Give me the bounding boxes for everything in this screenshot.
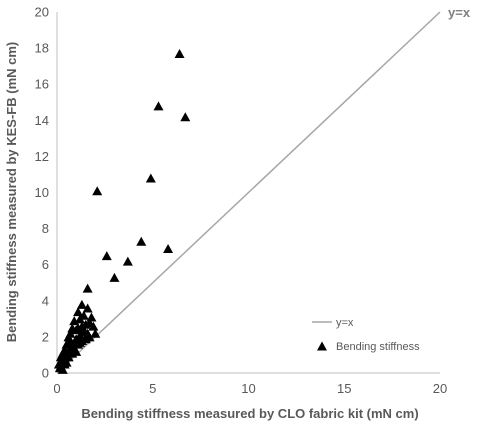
y-tick-label: 14: [35, 113, 49, 128]
y-axis-title: Bending stiffness measured by KES-FB (mN…: [4, 42, 19, 343]
x-tick-label: 15: [337, 381, 351, 396]
data-point: [63, 352, 74, 362]
y-tick-label: 8: [42, 221, 49, 236]
y-tick-label: 0: [42, 366, 49, 381]
data-point: [86, 312, 97, 322]
y-tick-label: 2: [42, 329, 49, 344]
data-point: [73, 323, 84, 333]
data-point: [101, 251, 112, 261]
y-tick-label: 12: [35, 149, 49, 164]
legend-label-points: Bending stiffness: [336, 341, 420, 353]
annotation-label: y=x: [448, 5, 471, 20]
y-tick-label: 10: [35, 185, 49, 200]
y-tick-label: 16: [35, 77, 49, 92]
annotations: y=x: [448, 5, 471, 20]
y-tick-label: 20: [35, 5, 49, 20]
y-tick-label: 4: [42, 293, 49, 308]
x-tick-label: 5: [149, 381, 156, 396]
data-point: [122, 256, 133, 266]
x-tick-labels: 0 5 10 15 20: [53, 381, 447, 396]
data-point: [88, 321, 99, 331]
axes: [56, 12, 440, 374]
x-axis-title: Bending stiffness measured by CLO fabric…: [81, 406, 418, 421]
data-point: [78, 325, 89, 335]
data-point: [73, 307, 84, 317]
data-point: [92, 186, 103, 196]
y-tick-label: 18: [35, 41, 49, 56]
reference-line: [56, 11, 441, 374]
data-point: [71, 346, 82, 356]
data-point: [74, 314, 85, 324]
data-point: [82, 283, 93, 293]
data-point: [76, 299, 87, 309]
legend: y=x Bending stiffness: [312, 317, 420, 353]
series-layer: [53, 11, 441, 374]
x-tick-label: 0: [53, 381, 60, 396]
data-point: [163, 243, 174, 253]
data-point: [174, 49, 185, 59]
legend-marker-swatch: [317, 341, 327, 351]
data-point: [74, 337, 85, 347]
data-point: [80, 334, 91, 344]
data-point: [136, 236, 147, 246]
x-tick-label: 20: [433, 381, 447, 396]
data-point: [109, 272, 120, 282]
x-tick-label: 10: [241, 381, 255, 396]
data-point: [90, 328, 101, 338]
legend-label-line: y=x: [336, 317, 354, 329]
data-point: [82, 303, 93, 313]
data-point: [69, 316, 80, 326]
y-tick-label: 6: [42, 257, 49, 272]
data-point: [57, 364, 68, 374]
data-point: [180, 112, 191, 122]
data-point: [65, 336, 76, 346]
data-point: [145, 173, 156, 183]
y-tick-labels: 0 2 4 6 8 10 12 14 16 18 20: [35, 5, 49, 381]
data-point: [153, 101, 164, 111]
